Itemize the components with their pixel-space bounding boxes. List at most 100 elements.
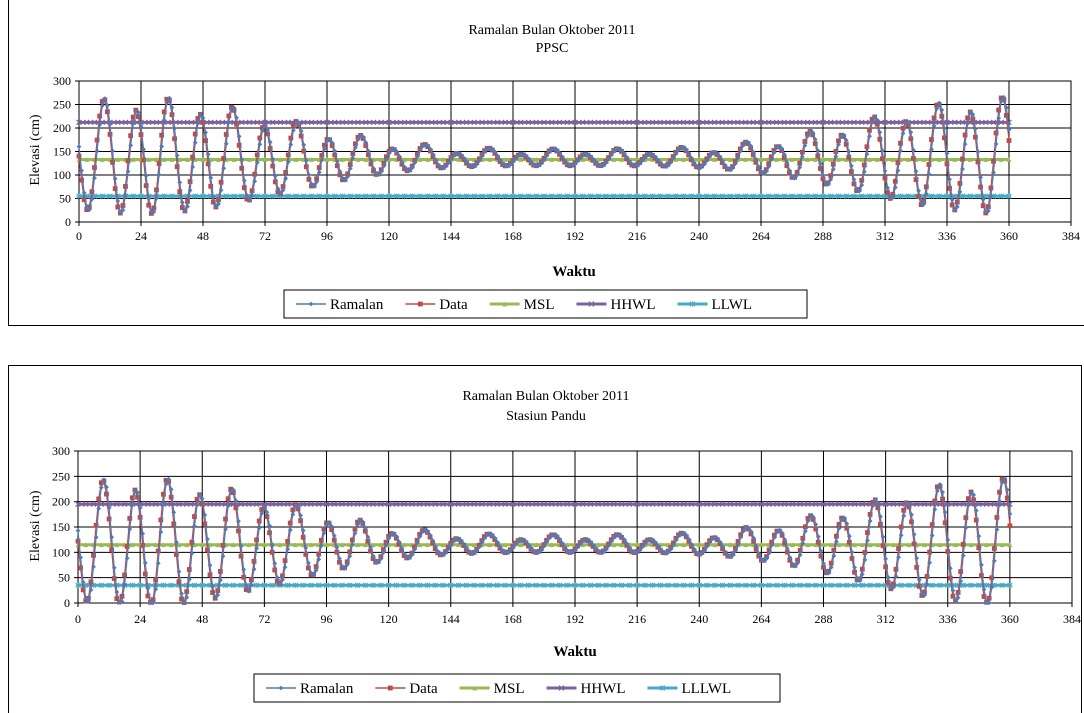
series-point — [441, 194, 446, 199]
series-point — [813, 583, 818, 588]
x-tick-label: 336 — [938, 229, 956, 243]
series-point — [433, 194, 438, 199]
y-tick-label: 100 — [52, 545, 70, 559]
x-tick-label: 72 — [259, 229, 271, 243]
series-point — [782, 583, 787, 588]
series-point — [937, 194, 942, 199]
series-point — [363, 583, 368, 588]
series-point — [232, 194, 237, 199]
series-point — [960, 194, 965, 199]
series-point — [1007, 583, 1012, 588]
series-point — [503, 583, 508, 588]
series-point — [542, 583, 547, 588]
x-tick-label: 168 — [504, 229, 522, 243]
legend-label: Data — [439, 297, 468, 313]
series-point — [115, 199, 120, 204]
legend-label: HHWL — [611, 297, 656, 313]
series-point — [673, 194, 678, 199]
series-point — [806, 583, 811, 588]
series-point — [728, 583, 733, 588]
series-point — [697, 194, 702, 199]
chart-panel-pandu: Ramalan Bulan Oktober 2011 Stasiun Pandu… — [8, 365, 1082, 713]
chart-svg-ppsc: Ramalan Bulan Oktober 2011 PPSC Elevasi … — [9, 0, 1084, 325]
series-point — [503, 194, 508, 199]
chart-svg-pandu: Ramalan Bulan Oktober 2011 Stasiun Pandu… — [9, 366, 1081, 713]
x-tick-label: 120 — [380, 229, 398, 243]
series-point — [588, 194, 593, 199]
series-point — [898, 194, 903, 199]
legend-label: Data — [409, 681, 438, 697]
series-point — [759, 194, 764, 199]
series-point — [580, 194, 585, 199]
series-point — [347, 583, 352, 588]
series-point — [402, 583, 407, 588]
series-point — [449, 194, 454, 199]
series-point — [356, 194, 361, 199]
series-point — [309, 194, 314, 199]
x-tick-label: 144 — [442, 612, 460, 626]
series-point — [518, 583, 523, 588]
series-point — [573, 583, 578, 588]
series-point — [317, 194, 322, 199]
series-point — [262, 583, 267, 588]
series-point — [340, 194, 345, 199]
x-tick-label: 168 — [504, 612, 522, 626]
series-point — [131, 194, 136, 199]
series-point — [511, 194, 516, 199]
y-axis-label: Elevasi (cm) — [28, 114, 43, 185]
series-point — [378, 583, 383, 588]
x-tick-label: 0 — [76, 229, 82, 243]
series-point — [689, 583, 694, 588]
series-point — [852, 194, 857, 199]
series-point — [387, 194, 392, 199]
series-point — [821, 194, 826, 199]
series-point — [441, 583, 446, 588]
legend-label: LLWL — [712, 297, 753, 313]
x-tick-label: 336 — [939, 612, 957, 626]
x-tick-label: 120 — [380, 612, 398, 626]
series-point — [472, 583, 477, 588]
series-point — [790, 194, 795, 199]
series-point — [720, 194, 725, 199]
series-point — [828, 194, 833, 199]
series-point — [371, 583, 376, 588]
x-tick-label: 264 — [752, 229, 770, 243]
x-tick-label: 192 — [566, 612, 584, 626]
x-tick-label: 96 — [321, 229, 333, 243]
series-point — [953, 583, 958, 588]
series-point — [418, 194, 423, 199]
series-point — [309, 583, 314, 588]
series-point — [775, 583, 780, 588]
legend-marker — [388, 686, 393, 691]
series-point — [798, 583, 803, 588]
series-point — [875, 583, 880, 588]
series-point — [192, 583, 197, 588]
x-axis-label: Waktu — [553, 644, 596, 660]
series-point — [852, 583, 857, 588]
series-point — [736, 583, 741, 588]
series-point — [223, 583, 228, 588]
x-tick-label: 0 — [75, 612, 81, 626]
series-point — [766, 194, 771, 199]
series-point — [495, 194, 500, 199]
chart-legend: Ramalan Data MSL HHWL LLLWL — [254, 674, 780, 702]
series-point — [588, 583, 593, 588]
y-tick-label: 0 — [65, 215, 71, 229]
series-point — [735, 194, 740, 199]
y-tick-label: 200 — [52, 495, 70, 509]
series-point — [604, 194, 609, 199]
series-point — [557, 583, 562, 588]
series-point — [604, 583, 609, 588]
series-point — [394, 194, 399, 199]
legend-marker — [418, 302, 423, 307]
x-tick-label: 312 — [876, 229, 894, 243]
series-point — [130, 583, 135, 588]
y-tick-label: 300 — [53, 74, 71, 88]
x-tick-label: 48 — [197, 229, 209, 243]
series-point — [611, 194, 616, 199]
series-point — [371, 194, 376, 199]
y-tick-label: 100 — [53, 168, 71, 182]
series-point — [177, 569, 182, 574]
x-axis-label: Waktu — [552, 264, 595, 280]
series-point — [270, 583, 275, 588]
